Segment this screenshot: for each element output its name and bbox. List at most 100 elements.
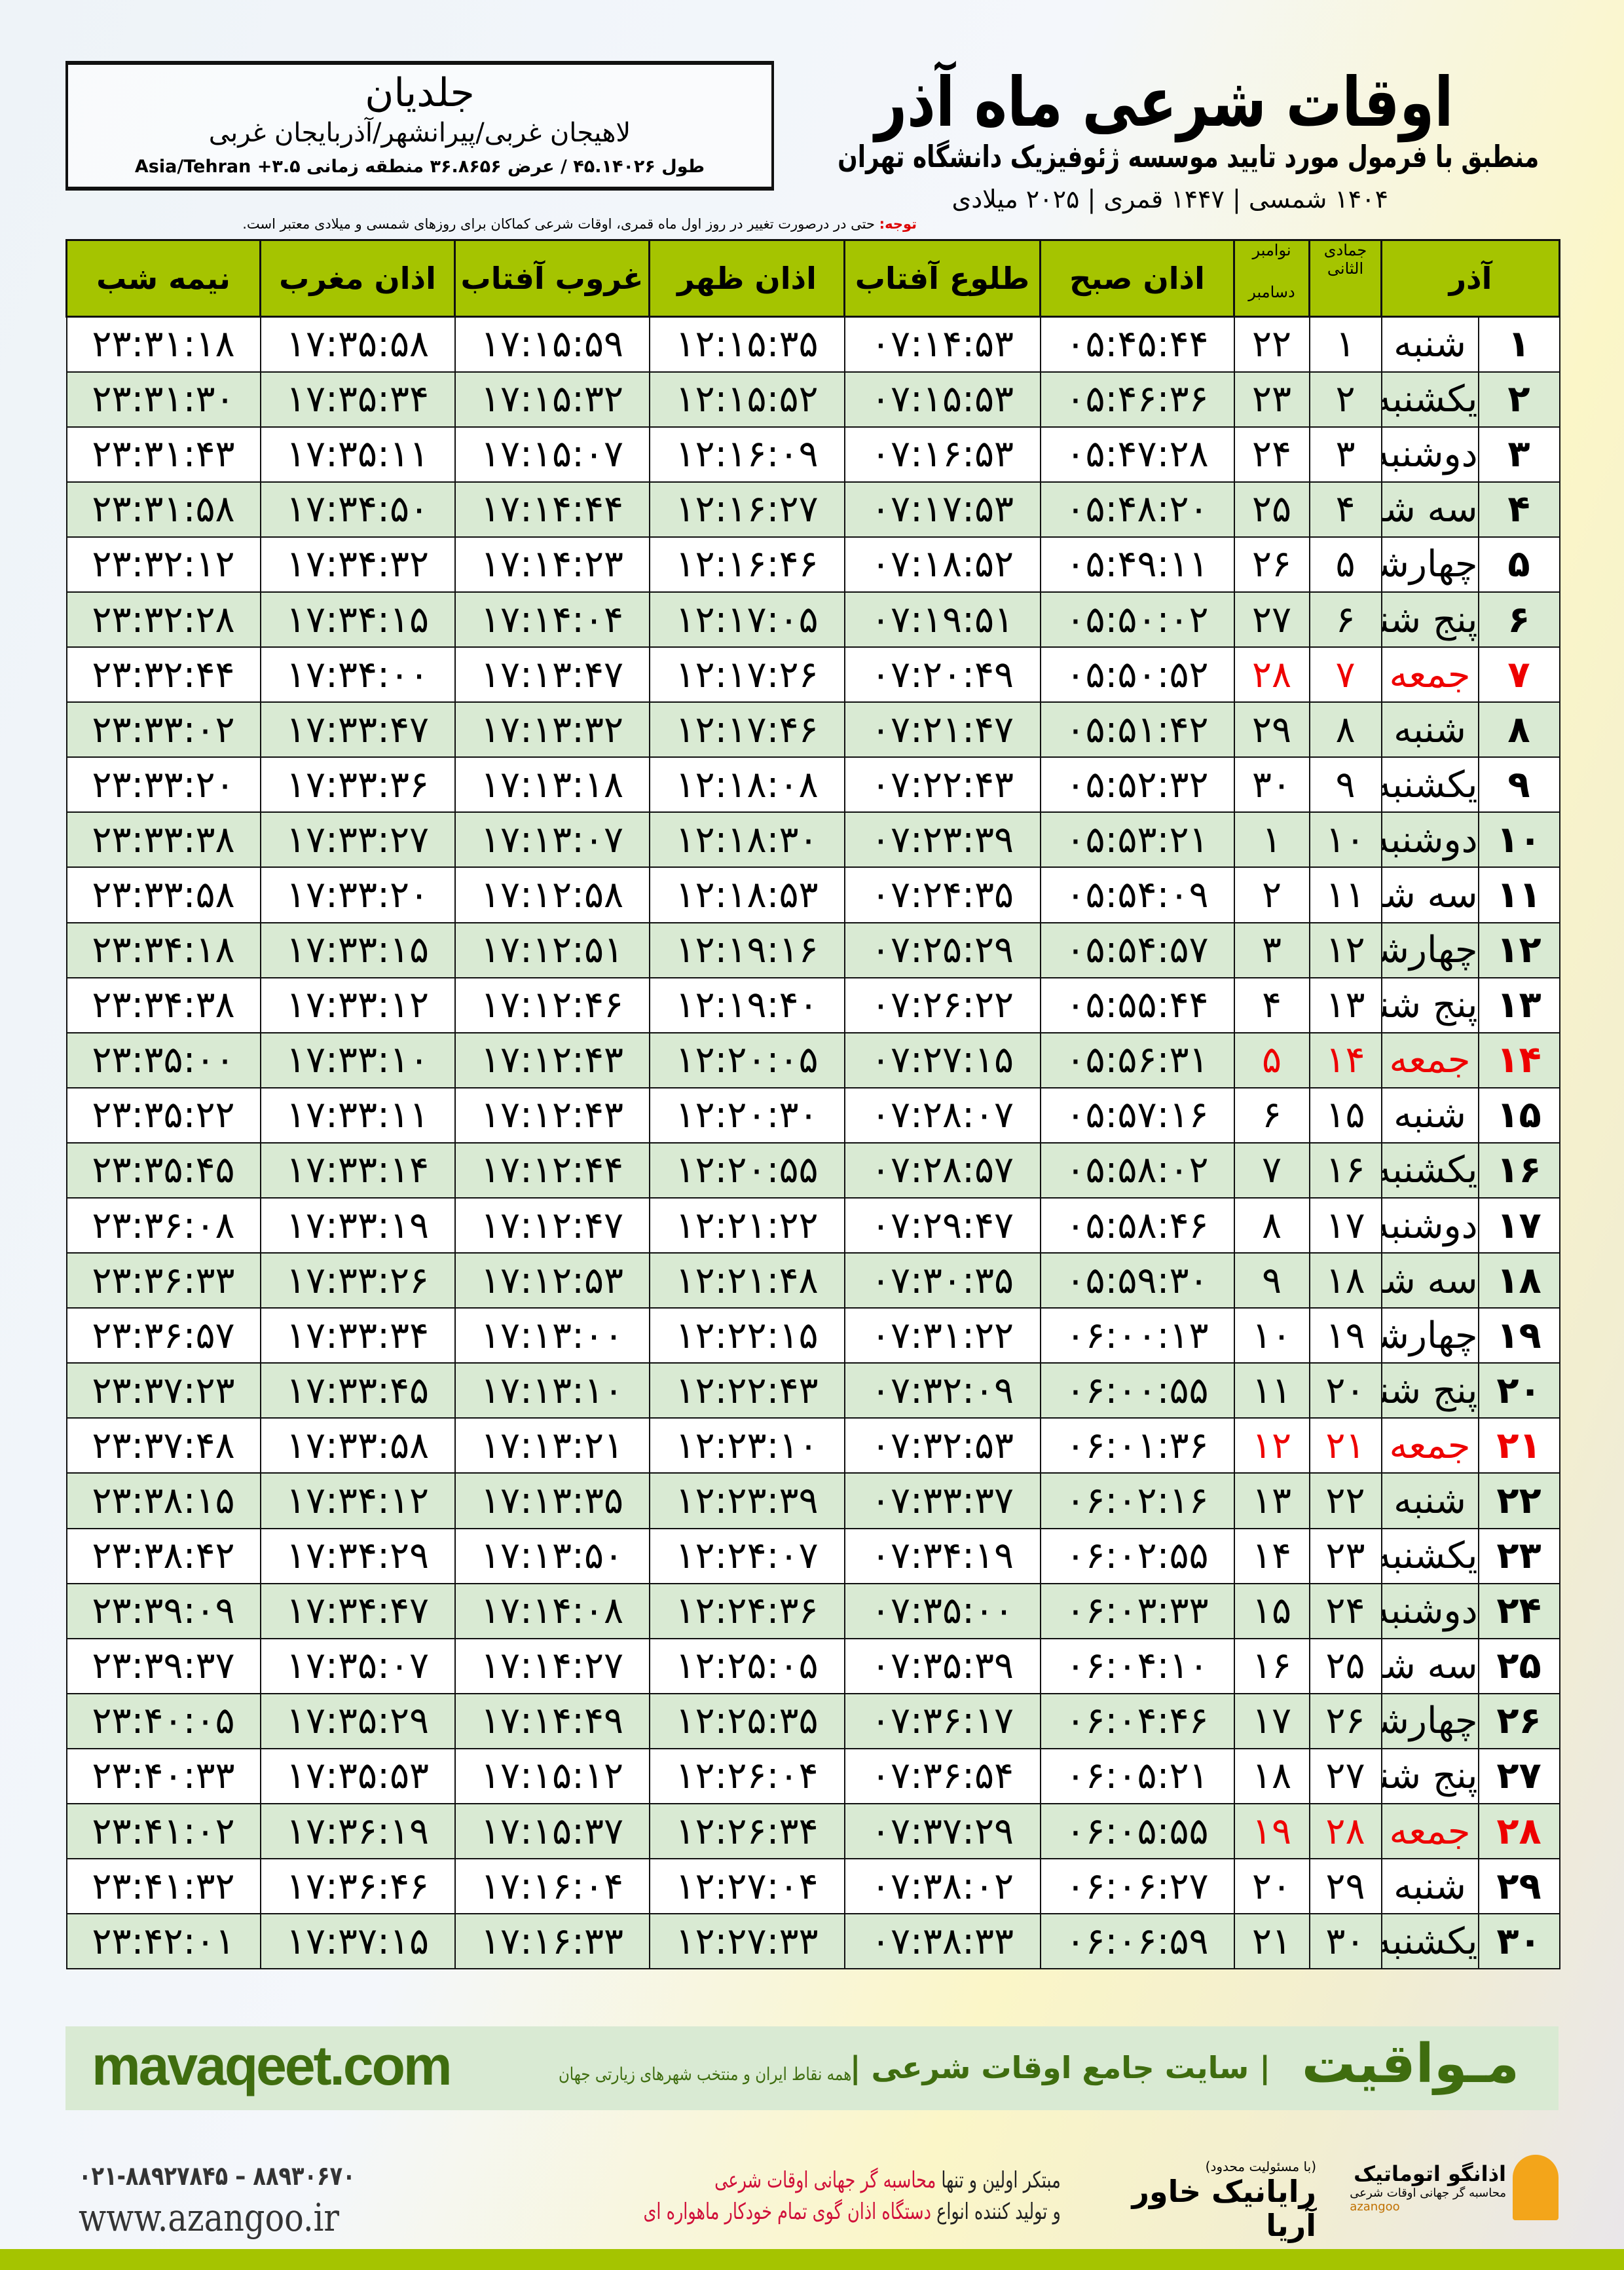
weekday: شنبه xyxy=(1380,701,1479,758)
weekday: دوشنبه xyxy=(1380,426,1479,483)
hijri-day: ۲۰ xyxy=(1308,1362,1382,1419)
fajr-time: ۰۶:۰۴:۱۰ xyxy=(1039,1637,1235,1694)
maghrib-time: ۱۷:۳۶:۱۹ xyxy=(259,1803,456,1860)
dhuhr-time: ۱۲:۱۶:۰۹ xyxy=(648,426,845,483)
weekday: جمعه xyxy=(1380,1803,1479,1860)
gregorian-day: ۷ xyxy=(1233,1142,1310,1199)
midnight-time: ۲۳:۳۹:۰۹ xyxy=(65,1582,261,1639)
col-day: آذر xyxy=(1380,239,1561,318)
fajr-time: ۰۶:۰۵:۵۵ xyxy=(1039,1803,1235,1860)
weekday: چهارشنبه xyxy=(1380,536,1479,593)
day-number: ۲۴ xyxy=(1477,1582,1560,1639)
dhuhr-time: ۱۲:۲۶:۰۴ xyxy=(648,1747,845,1805)
day-number: ۶ xyxy=(1477,591,1560,648)
midnight-time: ۲۳:۳۳:۰۲ xyxy=(65,701,261,758)
sunrise-time: ۰۷:۲۹:۴۷ xyxy=(843,1197,1041,1254)
maghrib-time: ۱۷:۳۴:۵۰ xyxy=(259,481,456,538)
mavaqeet-tagline: | سایت جامع اوقات شرعی | xyxy=(849,2050,1270,2085)
sunrise-time: ۰۷:۲۲:۴۳ xyxy=(843,756,1041,813)
maghrib-time: ۱۷:۳۵:۵۸ xyxy=(259,316,456,373)
day-number: ۱۱ xyxy=(1477,866,1560,923)
dhuhr-time: ۱۲:۱۵:۳۵ xyxy=(648,316,845,373)
dhuhr-time: ۱۲:۱۸:۰۸ xyxy=(648,756,845,813)
hijri-day: ۱ xyxy=(1308,316,1382,373)
gregorian-day: ۲ xyxy=(1233,866,1310,923)
maghrib-time: ۱۷:۳۴:۱۵ xyxy=(259,591,456,648)
maghrib-time: ۱۷:۳۴:۴۷ xyxy=(259,1582,456,1639)
page-title: اوقات شرعی ماه آذر xyxy=(875,62,1454,142)
weekday: جمعه xyxy=(1380,1417,1479,1474)
table-row: ۵چهارشنبه۵۲۶۰۵:۴۹:۱۱۰۷:۱۸:۵۲۱۲:۱۶:۴۶۱۷:۱… xyxy=(65,536,1560,593)
col-midnight: نیمه شب xyxy=(65,239,261,318)
city-name: جلدیان xyxy=(365,70,475,116)
fajr-time: ۰۵:۵۸:۰۲ xyxy=(1039,1142,1235,1199)
table-row: ۷ جمعه ۷ ۲۸ ۰۵:۵۰:۵۲ ۰۷:۲۰:۴۹ ۱۲:۱۷:۲۶ ۱۷:۱۳:۴۷… xyxy=(65,646,1560,703)
sunrise-time: ۰۷:۱۷:۵۳ xyxy=(843,481,1041,538)
day-number: ۲۵ xyxy=(1477,1637,1560,1694)
hijri-day: ۴ xyxy=(1308,481,1382,538)
maghrib-time: ۱۷:۳۳:۱۵ xyxy=(259,921,456,978)
azangoo-url[interactable]: www.azangoo.ir xyxy=(79,2195,339,2240)
day-number: ۱۳ xyxy=(1477,977,1560,1033)
sunrise-time: ۰۷:۲۸:۰۷ xyxy=(843,1087,1041,1144)
gregorian-day: ۲۴ xyxy=(1233,426,1310,483)
hijri-day: ۱۹ xyxy=(1308,1307,1382,1364)
sunrise-time: ۰۷:۳۱:۲۲ xyxy=(843,1307,1041,1364)
col-sunset: غروب آفتاب xyxy=(454,239,650,318)
dhuhr-time: ۱۲:۲۲:۴۳ xyxy=(648,1362,845,1419)
gregorian-day: ۲۳ xyxy=(1233,371,1310,428)
dhuhr-time: ۱۲:۱۶:۲۷ xyxy=(648,481,845,538)
midnight-time: ۲۳:۳۸:۴۲ xyxy=(65,1527,261,1584)
maghrib-time: ۱۷:۳۵:۰۷ xyxy=(259,1637,456,1694)
dhuhr-time: ۱۲:۱۸:۳۰ xyxy=(648,811,845,868)
gregorian-day: ۱۷ xyxy=(1233,1692,1310,1749)
sunset-time: ۱۷:۱۵:۰۷ xyxy=(454,426,650,483)
sunrise-time: ۰۷:۳۰:۳۵ xyxy=(843,1252,1041,1309)
day-number: ۱۶ xyxy=(1477,1142,1560,1199)
day-number: ۱۷ xyxy=(1477,1197,1560,1254)
table-row: ۱۵ شنبه ۱۵ ۶ ۰۵:۵۷:۱۶ ۰۷:۲۸:۰۷ ۱۲:۲۰:۳۰ ۱۷:۱۲:۴… xyxy=(65,1087,1560,1144)
gregorian-day: ۱۸ xyxy=(1233,1747,1310,1805)
sunset-time: ۱۷:۱۴:۴۹ xyxy=(454,1692,650,1749)
col-hijri: جمادی الثانی xyxy=(1308,239,1382,318)
gregorian-day: ۱۴ xyxy=(1233,1527,1310,1584)
mavaqeet-url[interactable]: mavaqeet.com xyxy=(92,2035,452,2096)
weekday: جمعه xyxy=(1380,1032,1479,1088)
hijri-day: ۱۶ xyxy=(1308,1142,1382,1199)
day-number: ۲۲ xyxy=(1477,1472,1560,1529)
day-number: ۲۰ xyxy=(1477,1362,1560,1419)
day-number: ۲۹ xyxy=(1477,1858,1560,1915)
midnight-time: ۲۳:۳۵:۴۵ xyxy=(65,1142,261,1199)
weekday: پنج شنبه xyxy=(1380,591,1479,648)
day-number: ۷ xyxy=(1477,646,1560,703)
dhuhr-time: ۱۲:۲۵:۳۵ xyxy=(648,1692,845,1749)
table-row: ۲۶چهارشنبه۲۶۱۷۰۶:۰۴:۴۶۰۷:۳۶:۱۷۱۲:۲۵:۳۵۱۷… xyxy=(65,1692,1560,1749)
day-number: ۱۸ xyxy=(1477,1252,1560,1309)
table-row: ۲۴ دوشنبه ۲۴ ۱۵ ۰۶:۰۳:۳۳ ۰۷:۳۵:۰۰ ۱۲:۲۴:۳۶ ۱۷:۱… xyxy=(65,1582,1560,1639)
sunset-time: ۱۷:۱۳:۳۵ xyxy=(454,1472,650,1529)
day-number: ۱۹ xyxy=(1477,1307,1560,1364)
sunset-time: ۱۷:۱۲:۵۳ xyxy=(454,1252,650,1309)
gregorian-day: ۲۸ xyxy=(1233,646,1310,703)
sunset-time: ۱۷:۱۳:۴۷ xyxy=(454,646,650,703)
coordinates: طول ۴۵.۱۴۰۲۶ / عرض ۳۶.۸۶۵۶ منطقه زمانی ۳… xyxy=(134,157,705,177)
maghrib-time: ۱۷:۳۳:۲۷ xyxy=(259,811,456,868)
weekday: یکشنبه xyxy=(1380,1142,1479,1199)
midnight-time: ۲۳:۳۹:۳۷ xyxy=(65,1637,261,1694)
table-row: ۴سه شنبه۴۲۵۰۵:۴۸:۲۰۰۷:۱۷:۵۳۱۲:۱۶:۲۷۱۷:۱۴… xyxy=(65,481,1560,538)
sunrise-time: ۰۷:۳۸:۳۳ xyxy=(843,1913,1041,1970)
sunset-time: ۱۷:۱۳:۲۱ xyxy=(454,1417,650,1474)
table-row: ۱۲چهارشنبه۱۲۳۰۵:۵۴:۵۷۰۷:۲۵:۲۹۱۲:۱۹:۱۶۱۷:… xyxy=(65,921,1560,978)
table-row: ۳۰ یکشنبه ۳۰ ۲۱ ۰۶:۰۶:۵۹ ۰۷:۳۸:۳۳ ۱۲:۲۷:۳۳ ۱۷:۱… xyxy=(65,1913,1560,1970)
fajr-time: ۰۵:۵۶:۳۱ xyxy=(1039,1032,1235,1088)
table-row: ۱ شنبه ۱ ۲۲ ۰۵:۴۵:۴۴ ۰۷:۱۴:۵۳ ۱۲:۱۵:۳۵ ۱۷:۱۵:۵۹… xyxy=(65,316,1560,373)
sunrise-time: ۰۷:۳۷:۲۹ xyxy=(843,1803,1041,1860)
sunrise-time: ۰۷:۱۵:۵۳ xyxy=(843,371,1041,428)
sunset-time: ۱۷:۱۵:۳۲ xyxy=(454,371,650,428)
fajr-time: ۰۵:۵۷:۱۶ xyxy=(1039,1087,1235,1144)
sunrise-time: ۰۷:۳۶:۱۷ xyxy=(843,1692,1041,1749)
dhuhr-time: ۱۲:۲۰:۳۰ xyxy=(648,1087,845,1144)
fajr-time: ۰۵:۴۸:۲۰ xyxy=(1039,481,1235,538)
table-row: ۲۹ شنبه ۲۹ ۲۰ ۰۶:۰۶:۲۷ ۰۷:۳۸:۰۲ ۱۲:۲۷:۰۴ ۱۷:۱۶:… xyxy=(65,1858,1560,1915)
maghrib-time: ۱۷:۳۳:۳۴ xyxy=(259,1307,456,1364)
